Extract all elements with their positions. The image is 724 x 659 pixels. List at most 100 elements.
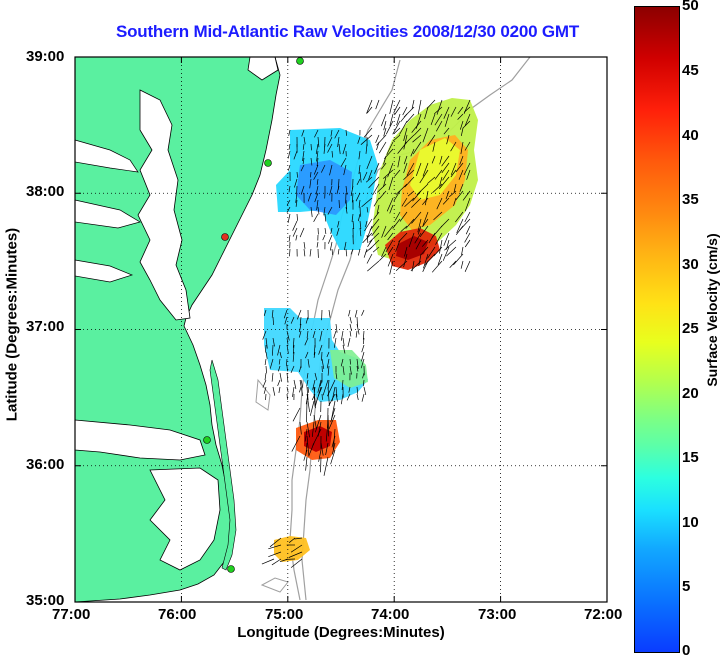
velocity-vector [435,120,443,132]
gridlines [75,57,607,602]
velocity-vector [314,372,318,381]
velocity-vector [313,213,319,222]
velocity-vector [363,248,368,258]
velocity-vector [299,323,302,333]
velocity-vector [378,190,387,200]
velocity-vector [365,220,368,227]
velocity-vector [403,127,408,141]
velocity-vector [337,136,340,148]
velocity-vector [394,169,401,177]
velocity-vector [374,162,380,174]
velocity-vector [326,351,330,358]
velocity-vector [361,309,365,316]
velocity-vector [457,113,464,120]
velocity-vector [289,248,291,257]
velocity-vector [446,134,450,145]
velocity-vector [321,393,323,400]
velocity-vector [436,99,443,115]
velocity-vector [422,211,429,226]
velocity-vector [279,372,282,382]
x-tick-label: 77:00 [52,606,91,623]
velocity-vector [356,323,360,335]
velocity-vector [436,197,443,210]
velocity-vector [419,225,429,238]
velocity-vector [462,120,471,129]
velocity-vector [422,127,429,143]
velocity-vector [362,171,368,181]
velocity-vector [283,309,288,319]
velocity-vector [345,185,348,195]
velocity-vector [286,330,290,341]
velocity-vector [384,225,394,238]
velocity-vector [302,150,305,162]
velocity-vector [431,155,436,164]
velocity-vector [345,248,348,257]
velocity-vector [360,358,365,369]
velocity-vector [443,106,450,119]
velocity-vector [403,106,415,118]
velocity-vector [444,113,450,127]
velocity-vector [450,162,457,176]
velocity-vector [292,220,298,231]
velocity-vector [357,213,361,222]
velocity-vector [363,127,373,138]
velocity-vector [441,155,450,167]
velocity-vector [306,400,308,423]
velocity-vector [318,344,323,355]
velocity-vector [298,365,302,373]
velocity-vector [304,428,308,442]
velocity-vector [327,136,333,147]
velocity-vector [438,176,450,190]
velocity-vector [373,197,380,207]
velocity-vector [362,379,365,387]
velocity-vector [300,379,304,388]
velocity-vector [278,386,281,393]
velocity-vector [443,232,450,246]
velocity-vector [299,421,302,435]
velocity-vector [286,199,291,206]
velocity-vector [381,162,387,170]
velocity-vector [439,176,443,186]
velocity-vector [396,113,401,126]
velocity-vector [368,169,373,180]
velocity-vector [439,155,443,165]
velocity-vector [400,225,408,232]
velocity-vector [431,225,443,238]
velocity-vector [465,225,471,235]
velocity-vector [336,185,340,195]
velocity-vector [343,164,347,176]
velocity-vector [288,143,291,150]
velocity-vector [427,246,436,259]
velocity-vector [387,246,394,255]
velocity-vector [331,150,334,158]
velocity-vector [327,143,333,153]
velocity-patch-southmost [274,536,310,562]
velocity-vector [286,365,288,372]
velocity-vector [301,129,305,137]
velocity-vector [417,99,422,115]
x-axis-label: Longitude (Degrees:Minutes) [237,624,445,641]
velocity-vector [294,537,303,540]
velocity-vector [385,120,394,135]
velocity-vector [351,213,354,222]
velocity-vector [389,204,394,214]
velocity-vector [329,164,333,176]
velocity-vector [313,351,316,358]
velocity-vector [272,386,276,396]
velocity-vector [443,127,450,135]
colorbar-tick-label: 35 [682,191,699,208]
velocity-vector [314,129,319,138]
colorbar-tick-label: 45 [682,62,699,79]
velocity-vector [444,239,457,251]
velocity-vector [361,197,373,208]
y-tick-label: 35:00 [26,592,65,609]
velocity-vector [305,351,309,359]
velocity-vector [265,344,267,353]
velocity-vectors [261,99,471,568]
velocity-vector [295,199,298,207]
velocity-vector [412,134,422,143]
velocity-vector [306,435,310,457]
velocity-vector [304,337,309,346]
velocity-vector [341,379,344,391]
velocity-vector [313,393,316,407]
